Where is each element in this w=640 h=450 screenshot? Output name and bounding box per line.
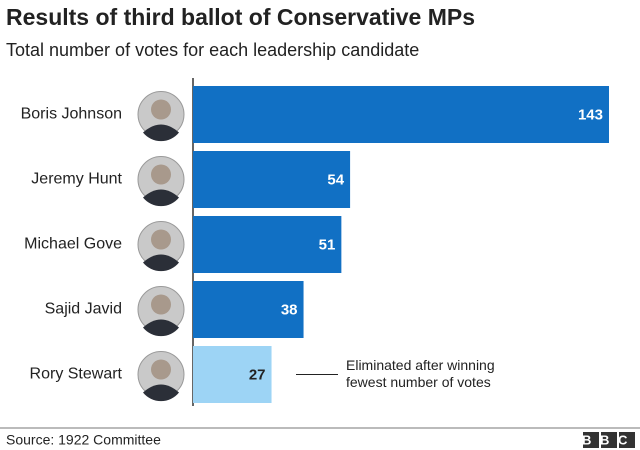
chart-title: Results of third ballot of Conservative … [6, 4, 475, 30]
logo-text: BBC [582, 432, 636, 447]
category-label: Rory Stewart [30, 366, 123, 383]
photo-head [151, 229, 171, 250]
photo-head [151, 99, 171, 120]
photo-body [143, 124, 179, 142]
photo-body [143, 254, 179, 272]
bar [193, 151, 351, 208]
photo-head [151, 164, 171, 185]
value-label: 27 [249, 366, 266, 383]
photo-head [151, 359, 171, 380]
photo-body [143, 319, 179, 337]
value-label: 143 [578, 106, 603, 123]
value-label: 54 [327, 171, 344, 188]
annotation: Eliminated after winning [346, 357, 495, 373]
bbc-logo: BBC [582, 432, 636, 448]
photo-body [143, 384, 179, 402]
photo-head [151, 294, 171, 315]
category-label: Michael Gove [24, 236, 122, 253]
chart-subtitle: Total number of votes for each leadershi… [6, 40, 419, 60]
photo-body [143, 189, 179, 207]
bar [193, 346, 272, 403]
value-label: 51 [319, 236, 336, 253]
logo-block [583, 432, 599, 448]
category-label: Boris Johnson [21, 106, 122, 123]
bar [193, 86, 609, 143]
bar [193, 281, 304, 338]
bar [193, 216, 342, 273]
annotation: fewest number of votes [346, 374, 491, 390]
logo-block [619, 432, 635, 448]
source: Source: 1922 Committee [6, 432, 161, 448]
logo-block [601, 432, 617, 448]
value-label: 38 [281, 301, 298, 318]
category-label: Jeremy Hunt [31, 171, 122, 188]
category-label: Sajid Javid [45, 301, 122, 318]
